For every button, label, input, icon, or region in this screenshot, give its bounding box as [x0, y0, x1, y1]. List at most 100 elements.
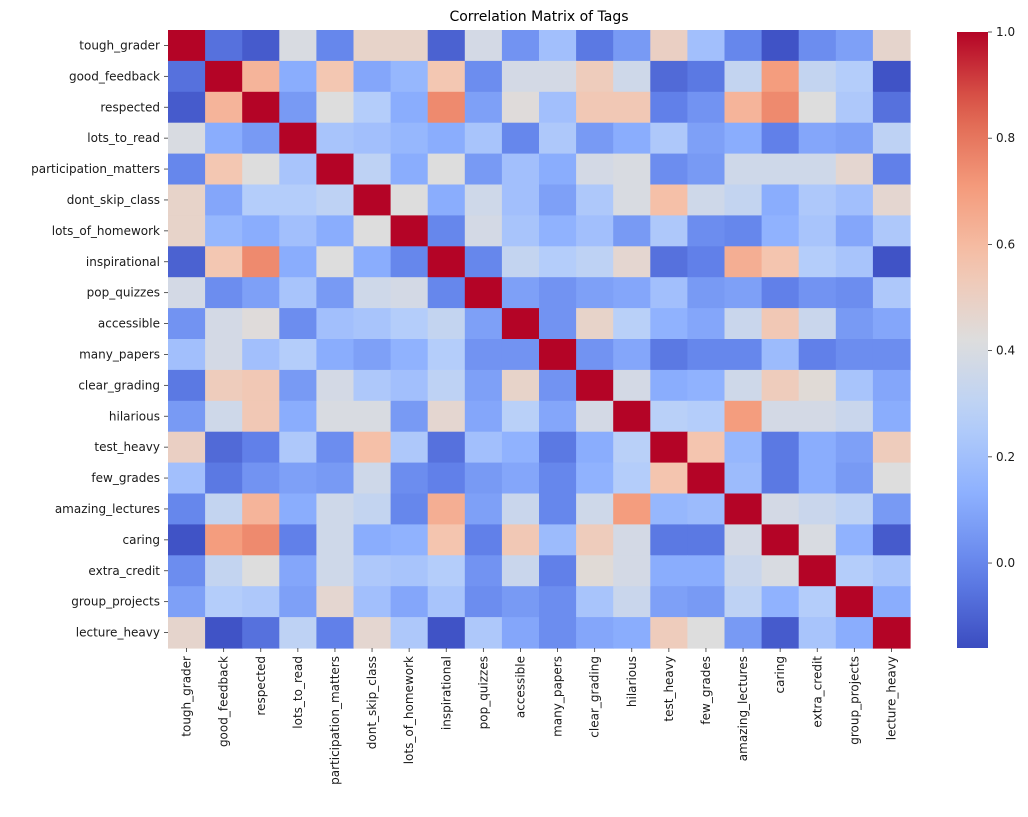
heatmap-cell — [390, 617, 429, 649]
heatmap-cell — [872, 246, 911, 278]
heatmap-cell — [798, 369, 837, 402]
heatmap-cell — [761, 215, 800, 247]
heatmap-cell — [279, 153, 317, 186]
heatmap-cell — [464, 215, 503, 247]
heatmap-cell — [205, 91, 243, 124]
colorbar-tick-label: 0.0 — [996, 556, 1015, 570]
heatmap-cell — [390, 215, 429, 247]
heatmap-cell — [613, 308, 651, 340]
heatmap-cell — [872, 153, 911, 186]
heatmap-cells — [168, 30, 911, 649]
heatmap-cell — [501, 308, 540, 340]
heatmap-cell — [427, 277, 466, 309]
heatmap-cell — [168, 60, 206, 93]
heatmap-cell — [427, 91, 466, 124]
heatmap-cell — [687, 524, 726, 556]
heatmap-cell — [687, 555, 726, 587]
heatmap-cell — [427, 586, 466, 618]
heatmap-cell — [687, 462, 726, 495]
x-tick-label: test_heavy — [662, 656, 676, 722]
heatmap-cell — [650, 277, 688, 309]
heatmap-cell — [390, 400, 429, 433]
heatmap-cell — [724, 153, 763, 186]
heatmap-cell — [539, 153, 577, 186]
heatmap-cell — [464, 400, 503, 433]
heatmap-cell — [390, 246, 429, 278]
heatmap-cell — [650, 184, 688, 216]
heatmap-cell — [576, 339, 614, 371]
heatmap-cell — [650, 369, 688, 402]
heatmap-cell — [650, 246, 688, 278]
heatmap-cell — [798, 122, 837, 155]
heatmap-cell — [242, 153, 280, 186]
heatmap-cell — [427, 308, 466, 340]
heatmap-cell — [539, 277, 577, 309]
heatmap-cell — [539, 246, 577, 278]
heatmap-cell — [539, 524, 577, 556]
heatmap-cell — [835, 91, 874, 124]
heatmap-cell — [427, 617, 466, 649]
heatmap-cell — [687, 586, 726, 618]
heatmap-cell — [427, 122, 466, 155]
heatmap-cell — [539, 586, 577, 618]
heatmap-cell — [353, 153, 392, 186]
heatmap-cell — [390, 462, 429, 495]
x-tick-label: group_projects — [847, 656, 861, 745]
heatmap-cell — [613, 277, 651, 309]
heatmap-cell — [798, 431, 837, 464]
heatmap-cell — [501, 60, 540, 93]
heatmap-cell — [687, 400, 726, 433]
y-tick-label: good_feedback — [69, 69, 160, 83]
heatmap-cell — [650, 493, 688, 525]
heatmap-cell — [798, 339, 837, 371]
heatmap-cell — [464, 277, 503, 309]
heatmap-cell — [316, 524, 355, 556]
heatmap-cell — [390, 339, 429, 371]
heatmap-cell — [242, 400, 280, 433]
heatmap-cell — [242, 586, 280, 618]
heatmap-cell — [724, 586, 763, 618]
heatmap-cell — [613, 493, 651, 525]
heatmap-cell — [650, 431, 688, 464]
heatmap-cell — [501, 555, 540, 587]
x-tick-label: accessible — [513, 656, 527, 718]
heatmap-cell — [464, 153, 503, 186]
heatmap-cell — [501, 91, 540, 124]
heatmap-cell — [279, 369, 317, 402]
heatmap-cell — [724, 215, 763, 247]
heatmap-cell — [724, 431, 763, 464]
heatmap-cell — [576, 30, 614, 62]
heatmap-cell — [835, 524, 874, 556]
heatmap-cell — [205, 308, 243, 340]
heatmap-cell — [464, 524, 503, 556]
heatmap-cell — [835, 462, 874, 495]
heatmap-cell — [613, 30, 651, 62]
heatmap-cell — [650, 122, 688, 155]
heatmap-cell — [427, 153, 466, 186]
heatmap-cell — [576, 369, 614, 402]
heatmap-cell — [316, 339, 355, 371]
heatmap-cell — [390, 91, 429, 124]
heatmap-cell — [576, 122, 614, 155]
heatmap-cell — [168, 617, 206, 649]
y-tick-label: clear_grading — [78, 378, 160, 392]
heatmap-cell — [279, 91, 317, 124]
heatmap-cell — [539, 431, 577, 464]
heatmap-cell — [316, 493, 355, 525]
heatmap-cell — [390, 60, 429, 93]
heatmap-cell — [650, 339, 688, 371]
heatmap-cell — [168, 493, 206, 525]
heatmap-cell — [872, 431, 911, 464]
heatmap-cell — [242, 30, 280, 62]
heatmap-cell — [353, 60, 392, 93]
heatmap-cell — [279, 462, 317, 495]
heatmap-cell — [613, 555, 651, 587]
heatmap-cell — [501, 184, 540, 216]
heatmap-cell — [576, 91, 614, 124]
heatmap-cell — [279, 277, 317, 309]
y-tick-label: extra_credit — [88, 564, 160, 578]
heatmap-cell — [205, 339, 243, 371]
heatmap-cell — [279, 339, 317, 371]
heatmap-cell — [539, 462, 577, 495]
heatmap-cell — [724, 60, 763, 93]
